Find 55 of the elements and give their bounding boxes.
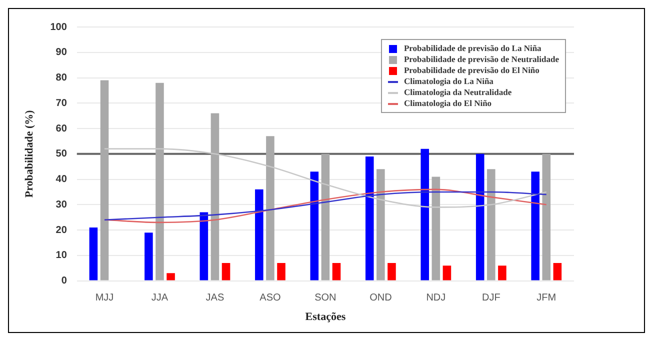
x-tick-label: DJF	[482, 292, 500, 304]
x-tick-label: OND	[370, 292, 392, 304]
bar	[321, 154, 330, 280]
y-tick-label: 80	[56, 72, 68, 84]
y-tick-label: 50	[56, 148, 68, 160]
legend-label: Probabilidade de previsão do El Niño	[404, 65, 540, 76]
y-tick-label: 30	[56, 199, 68, 210]
bar	[89, 228, 98, 280]
bar	[266, 136, 274, 280]
x-tick-label: ASO	[260, 292, 281, 304]
bar	[388, 263, 396, 280]
bar	[531, 172, 540, 280]
bar	[376, 169, 385, 280]
bar	[332, 263, 341, 280]
bar	[200, 212, 208, 280]
bar	[310, 172, 319, 280]
y-tick-label: 70	[56, 98, 68, 109]
x-tick-label: JAS	[206, 292, 224, 304]
bar	[166, 273, 175, 280]
line-series	[104, 148, 548, 208]
bar	[487, 169, 496, 280]
legend-label: Climatologia do El Niño	[404, 98, 492, 109]
y-tick-label: 20	[56, 224, 68, 236]
x-tick-label: SON	[314, 292, 336, 304]
bar	[222, 263, 230, 280]
y-tick-label: 40	[56, 174, 68, 186]
bar	[553, 263, 562, 280]
bar	[420, 148, 430, 280]
x-tick-label: NDJ	[426, 292, 446, 304]
x-tick-label: JFM	[536, 292, 556, 304]
legend-label: Climatologia da Neutralidade	[404, 87, 512, 98]
bar	[498, 266, 506, 280]
y-tick-label: 90	[56, 47, 68, 58]
y-axis-title: Probabilidade (%)	[23, 110, 36, 198]
bar	[432, 176, 440, 280]
bar	[210, 113, 220, 280]
y-tick-label: 100	[50, 22, 68, 33]
x-tick-label: MJJ	[95, 292, 114, 304]
bar	[255, 189, 264, 280]
legend-label: Climatologia do La Niña	[404, 76, 494, 87]
bar	[100, 80, 109, 280]
y-tick-label: 0	[61, 276, 68, 287]
y-tick-label: 10	[56, 250, 68, 262]
bar	[144, 232, 153, 280]
bar	[542, 154, 551, 280]
bar	[365, 156, 374, 280]
x-axis-title: Estações	[305, 311, 346, 324]
y-tick-label: 60	[56, 123, 68, 134]
bar	[277, 263, 286, 280]
x-tick-label: JJA	[151, 292, 168, 304]
bar	[442, 266, 452, 280]
legend-label: Probabilidade de previsão de Neutralidade	[404, 54, 559, 65]
legend-label: Probabilidade de previsão do La Niña	[404, 43, 542, 54]
bar	[476, 154, 484, 280]
bar	[156, 82, 164, 280]
